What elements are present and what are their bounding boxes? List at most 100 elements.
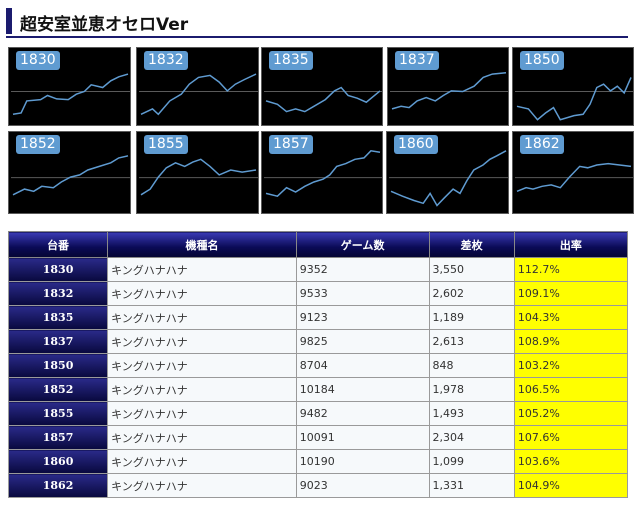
header-accent-bar xyxy=(6,8,12,34)
cell-rate: 109.1% xyxy=(513,281,629,306)
graph-svg xyxy=(264,86,382,113)
cell-games: 9533 xyxy=(295,281,430,306)
cell-games: 9123 xyxy=(295,305,430,330)
table-row[interactable]: 1835 キングハナハナ 9123 1,189 104.3% xyxy=(7,305,629,330)
graph-line xyxy=(12,155,129,196)
graph-svg xyxy=(11,73,130,116)
cell-machine: キングハナハナ xyxy=(107,401,297,426)
cell-number[interactable]: 1830 xyxy=(7,257,109,282)
cell-rate: 105.2% xyxy=(513,401,629,426)
table-row[interactable]: 1855 キングハナハナ 9482 1,493 105.2% xyxy=(7,401,629,426)
graph-svg xyxy=(515,162,633,192)
graph-tile-label: 1857 xyxy=(269,135,313,154)
header-number[interactable]: 台番 xyxy=(7,231,109,258)
graph-svg xyxy=(390,72,508,110)
header-machine[interactable]: 機種名 xyxy=(107,231,297,258)
graph-line xyxy=(516,162,632,192)
graph-tile-1832[interactable]: 1832 xyxy=(136,47,259,126)
cell-number[interactable]: 1862 xyxy=(7,473,109,498)
cell-rate: 106.5% xyxy=(513,377,629,402)
graph-line xyxy=(390,150,507,207)
cell-machine: キングハナハナ xyxy=(107,425,297,450)
cell-diff: 2,602 xyxy=(428,281,515,306)
cell-number[interactable]: 1857 xyxy=(7,425,109,450)
graph-tile-label: 1862 xyxy=(520,135,564,154)
graph-line xyxy=(265,149,381,198)
cell-games: 9023 xyxy=(295,473,430,498)
graph-tile-label: 1850 xyxy=(520,51,564,70)
cell-diff: 2,304 xyxy=(428,425,515,450)
graph-tile-1857[interactable]: 1857 xyxy=(261,131,383,214)
cell-diff: 1,331 xyxy=(428,473,515,498)
cell-machine: キングハナハナ xyxy=(107,305,297,330)
cell-games: 10184 xyxy=(295,377,430,402)
cell-rate: 103.2% xyxy=(513,353,629,378)
table-row[interactable]: 1837 キングハナハナ 9825 2,613 108.9% xyxy=(7,329,629,354)
graph-tile-1850[interactable]: 1850 xyxy=(512,47,634,126)
cell-number[interactable]: 1850 xyxy=(7,353,109,378)
cell-number[interactable]: 1855 xyxy=(7,401,109,426)
graph-tile-1852[interactable]: 1852 xyxy=(8,131,131,214)
table-row[interactable]: 1832 キングハナハナ 9533 2,602 109.1% xyxy=(7,281,629,306)
cell-rate: 104.3% xyxy=(513,305,629,330)
cell-games: 10190 xyxy=(295,449,430,474)
cell-games: 9352 xyxy=(295,257,430,282)
graph-svg xyxy=(139,73,258,116)
graph-line xyxy=(265,86,381,113)
header-games[interactable]: ゲーム数 xyxy=(295,231,430,258)
graph-line xyxy=(516,77,632,121)
header-rate[interactable]: 出率 xyxy=(513,231,629,258)
cell-diff: 1,099 xyxy=(428,449,515,474)
graph-tile-label: 1837 xyxy=(395,51,439,70)
table-row[interactable]: 1857 キングハナハナ 10091 2,304 107.6% xyxy=(7,425,629,450)
cell-number[interactable]: 1835 xyxy=(7,305,109,330)
cell-diff: 3,550 xyxy=(428,257,515,282)
table-row[interactable]: 1852 キングハナハナ 10184 1,978 106.5% xyxy=(7,377,629,402)
graph-svg xyxy=(139,158,258,196)
graph-tile-1837[interactable]: 1837 xyxy=(387,47,509,126)
cell-machine: キングハナハナ xyxy=(107,257,297,282)
table-header-row: 台番 機種名 ゲーム数 差枚 出率 xyxy=(7,231,629,258)
cell-machine: キングハナハナ xyxy=(107,449,297,474)
cell-number[interactable]: 1837 xyxy=(7,329,109,354)
graph-svg xyxy=(389,150,508,207)
cell-rate: 104.9% xyxy=(513,473,629,498)
cell-diff: 1,978 xyxy=(428,377,515,402)
graph-tile-label: 1832 xyxy=(144,51,188,70)
graph-tile-1830[interactable]: 1830 xyxy=(8,47,131,126)
graph-tile-label: 1855 xyxy=(144,135,188,154)
cell-machine: キングハナハナ xyxy=(107,353,297,378)
cell-diff: 1,493 xyxy=(428,401,515,426)
cell-number[interactable]: 1832 xyxy=(7,281,109,306)
graph-tiles: 1830 1832 1835 1837 1850 1852 1855 1857 1860 1862 xyxy=(0,0,634,220)
cell-rate: 108.9% xyxy=(513,329,629,354)
graph-svg xyxy=(11,155,130,196)
cell-machine: キングハナハナ xyxy=(107,329,297,354)
graph-tile-1862[interactable]: 1862 xyxy=(512,131,634,214)
table-row[interactable]: 1860 キングハナハナ 10190 1,099 103.6% xyxy=(7,449,629,474)
graph-tile-label: 1835 xyxy=(269,51,313,70)
table-row[interactable]: 1830 キングハナハナ 9352 3,550 112.7% xyxy=(7,257,629,282)
graph-line xyxy=(12,73,129,116)
cell-diff: 1,189 xyxy=(428,305,515,330)
graph-svg xyxy=(264,149,382,198)
table-row[interactable]: 1850 キングハナハナ 8704 848 103.2% xyxy=(7,353,629,378)
cell-number[interactable]: 1860 xyxy=(7,449,109,474)
graph-tile-1835[interactable]: 1835 xyxy=(261,47,383,126)
cell-number[interactable]: 1852 xyxy=(7,377,109,402)
header-diff[interactable]: 差枚 xyxy=(428,231,515,258)
cell-rate: 112.7% xyxy=(513,257,629,282)
graph-line xyxy=(140,73,257,116)
cell-games: 9482 xyxy=(295,401,430,426)
cell-games: 10091 xyxy=(295,425,430,450)
cell-diff: 2,613 xyxy=(428,329,515,354)
graph-line xyxy=(140,158,257,196)
graph-line xyxy=(391,72,507,110)
cell-machine: キングハナハナ xyxy=(107,377,297,402)
cell-games: 8704 xyxy=(295,353,430,378)
cell-machine: キングハナハナ xyxy=(107,281,297,306)
graph-tile-1860[interactable]: 1860 xyxy=(386,131,509,214)
cell-rate: 107.6% xyxy=(513,425,629,450)
graph-tile-1855[interactable]: 1855 xyxy=(136,131,259,214)
table-row[interactable]: 1862 キングハナハナ 9023 1,331 104.9% xyxy=(7,473,629,498)
